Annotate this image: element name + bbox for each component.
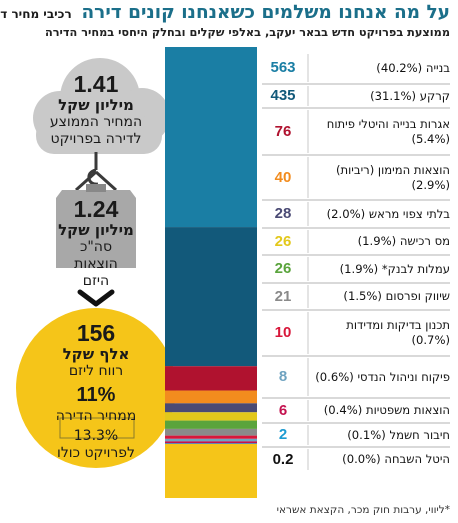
profit-value: 156: [76, 320, 116, 346]
weight-desc-2: היזם: [82, 273, 110, 289]
value-label: 563: [270, 59, 296, 76]
category-label: קרקע (31.1%): [310, 89, 450, 104]
coin-icon: [16, 308, 176, 468]
category-name: חיבור חשמל: [389, 427, 450, 442]
category-name: בנייה: [425, 60, 450, 75]
bar-segment-10: [165, 438, 257, 442]
weight-unit: מיליון שקל: [58, 221, 134, 239]
weight-value: 1.24: [73, 196, 119, 222]
category-name: אגרות בנייה והיטלי פיתוח: [326, 116, 450, 131]
title-main: על מה אנחנו משלמים כשאנחנו קונים דירה: [81, 2, 450, 23]
category-pct: (1.9%): [357, 234, 397, 248]
crane-hook-icon: [74, 152, 118, 192]
bar-segment-5: [165, 403, 257, 413]
value-label: 6: [278, 401, 288, 419]
category-pct: (40.2%): [376, 60, 423, 75]
category-pct: (1.9%): [339, 261, 379, 276]
category-label: תכנון בדיקות ומדידות (0.7%): [310, 318, 450, 348]
category-label: עמלות לבנק* (1.9%): [310, 262, 450, 277]
value-label: 76: [274, 122, 292, 140]
category-pct: (0.4%): [323, 403, 363, 417]
cloud-icon: [33, 58, 170, 154]
category-label: היטל השבחה (0.0%): [310, 452, 450, 467]
category-label: מס רכישה (1.9%): [310, 234, 450, 249]
weight-desc-1: סה"כ הוצאות: [74, 239, 118, 272]
weight-text: 1.24 מיליון שקל סה"כ הוצאות היזם: [56, 196, 136, 290]
category-label: בלתי צפוי מראש (2.0%): [310, 207, 450, 222]
value-label: 0.2: [272, 450, 294, 468]
bar-segment-6: [165, 412, 257, 421]
bar-segment-9: [165, 435, 257, 439]
footnote: *ליווי, ערבות חוק מכר, הקצאת אשראי: [276, 504, 450, 516]
category-name: היטל השבחה: [384, 452, 450, 466]
cloud-unit: מיליון שקל: [58, 96, 134, 114]
chevron-down-icon: [77, 289, 115, 307]
cloud-text: 1.41 מיליון שקל המחיר הממוצע לדירה בפרוי…: [40, 71, 152, 148]
value-label: 10: [274, 324, 292, 341]
chart-subtitle: ממוצעת בפרויקט חדש בבאר יעקב, באלפי שקלי…: [44, 26, 450, 39]
category-pct: (31.1%): [370, 88, 417, 103]
profit-pct-desc: ממחיר הדירה: [55, 408, 137, 424]
value-label: 28: [274, 205, 292, 222]
bar-segment-1: [165, 47, 257, 228]
category-label: פיקוח וניהול הנדסי (0.6%): [310, 370, 450, 385]
bar-segment-7: [165, 420, 257, 429]
cloud-desc-2: לדירה בפרויקט: [50, 131, 142, 147]
category-pct: (5.4%): [411, 131, 450, 146]
project-pct-badge: [59, 417, 135, 439]
value-label: 2: [278, 426, 288, 443]
category-name: הוצאות משפטיות: [365, 403, 450, 417]
row-separators: [262, 54, 450, 470]
cloud-value: 1.41: [73, 71, 119, 97]
bar-segment-4: [165, 390, 257, 404]
bar-segment-profit: [165, 444, 257, 498]
weight-icon: [56, 184, 136, 268]
category-label: הוצאות המימון (ריביות) (2.9%): [310, 163, 450, 193]
category-label: אגרות בנייה והיטלי פיתוח (5.4%): [310, 117, 450, 147]
title-side: רכיבי מחיר דירה: [0, 7, 72, 21]
project-desc: לפרויקט כולו: [57, 445, 135, 461]
category-pct: (0.7%): [411, 333, 450, 347]
stacked-bar: [165, 47, 257, 498]
bar-segment-12: [165, 443, 257, 444]
category-name: תכנון בדיקות ומדידות: [346, 318, 450, 332]
category-pct: (0.0%): [342, 452, 381, 466]
category-pct: (2.9%): [411, 177, 450, 192]
category-name: שיווק ופרסום: [385, 289, 450, 303]
profit-unit-1: אלף שקל: [62, 345, 130, 363]
category-name: הוצאות המימון (ריביות): [335, 162, 450, 177]
value-label: 26: [274, 260, 292, 277]
category-label: הוצאות משפטיות (0.4%): [310, 403, 450, 418]
category-name: עמלות לבנק*: [381, 261, 450, 276]
category-name: בלתי צפוי מראש: [368, 206, 450, 221]
value-label: 21: [274, 287, 292, 305]
bar-segment-11: [165, 441, 257, 444]
profit-pct: 11%: [76, 384, 116, 406]
profit-text: 156 אלף שקל רווח ליזם 11% ממחיר הדירה 13…: [26, 320, 166, 462]
value-label: 40: [274, 168, 292, 186]
category-name: מס רכישה: [399, 234, 450, 248]
category-pct: (1.5%): [343, 289, 382, 303]
value-label: 8: [278, 368, 288, 385]
category-label: חיבור חשמל (0.1%): [310, 428, 450, 443]
category-pct: (2.0%): [326, 206, 366, 221]
category-name: קרקע: [419, 88, 450, 103]
value-label: 26: [274, 232, 292, 250]
category-label: בנייה (40.2%): [310, 61, 450, 76]
category-name: פיקוח וניהול הנדסי: [357, 369, 450, 384]
project-pct: 13.3%: [73, 428, 119, 444]
bar-segment-8: [165, 428, 257, 436]
profit-unit-2: רווח ליזם: [68, 363, 124, 379]
category-pct: (0.6%): [315, 369, 354, 384]
chart-title: על מה אנחנו משלמים כשאנחנו קונים דירה רכ…: [0, 2, 450, 25]
category-pct: (0.1%): [347, 427, 386, 442]
category-label: שיווק ופרסום (1.5%): [310, 289, 450, 304]
bar-segment-3: [165, 366, 257, 391]
cloud-desc-1: המחיר הממוצע: [49, 114, 143, 130]
value-label: 435: [270, 87, 296, 104]
bar-segment-2: [165, 227, 257, 367]
